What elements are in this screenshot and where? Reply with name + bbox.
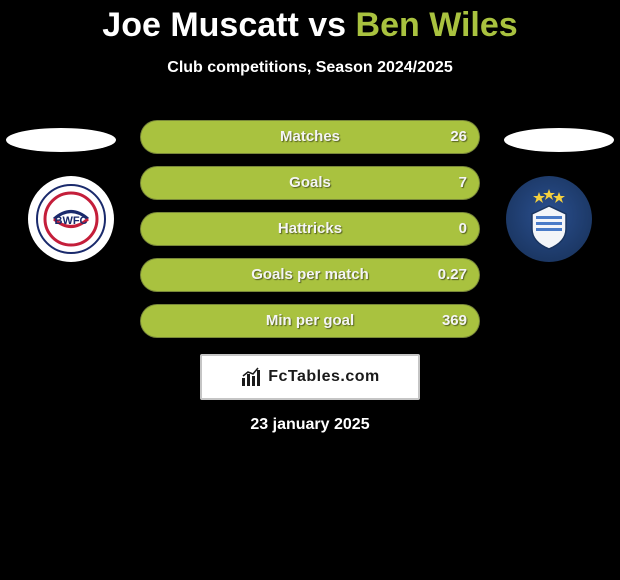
stat-label: Hattricks [141,220,479,237]
stat-row-matches: Matches 26 [140,120,480,154]
vs-label: vs [299,6,356,44]
stat-value-right: 369 [442,312,467,329]
stat-value-right: 0.27 [438,266,467,283]
chart-icon [240,366,262,388]
player1-shadow [6,128,116,152]
team2-crest-icon [514,184,584,254]
stat-value-right: 7 [459,174,467,191]
h2h-card: Joe Muscatt vs Ben Wiles Club competitio… [0,0,620,77]
date-label: 23 january 2025 [0,416,620,434]
brand-box[interactable]: FcTables.com [200,354,420,400]
stat-row-hattricks: Hattricks 0 [140,212,480,246]
team2-badge [506,176,592,262]
player2-shadow [504,128,614,152]
team1-badge: BWFC [28,176,114,262]
stat-value-right: 26 [450,128,467,145]
team2-badge-circle [506,176,592,262]
stat-row-gpm: Goals per match 0.27 [140,258,480,292]
stat-row-goals: Goals 7 [140,166,480,200]
stat-row-mpg: Min per goal 369 [140,304,480,338]
stat-label: Matches [141,128,479,145]
player2-name: Ben Wiles [356,6,518,44]
team1-badge-circle: BWFC [28,176,114,262]
brand-text: FcTables.com [268,368,380,386]
stat-label: Goals per match [141,266,479,283]
svg-text:BWFC: BWFC [55,215,88,227]
stat-value-right: 0 [459,220,467,237]
subtitle: Club competitions, Season 2024/2025 [0,59,620,77]
page-title: Joe Muscatt vs Ben Wiles [0,0,620,45]
stat-rows: Matches 26 Goals 7 Hattricks 0 Goals per… [140,120,480,350]
stat-label: Goals [141,174,479,191]
stat-label: Min per goal [141,312,479,329]
team1-crest-icon: BWFC [36,184,106,254]
player1-name: Joe Muscatt [102,6,299,44]
